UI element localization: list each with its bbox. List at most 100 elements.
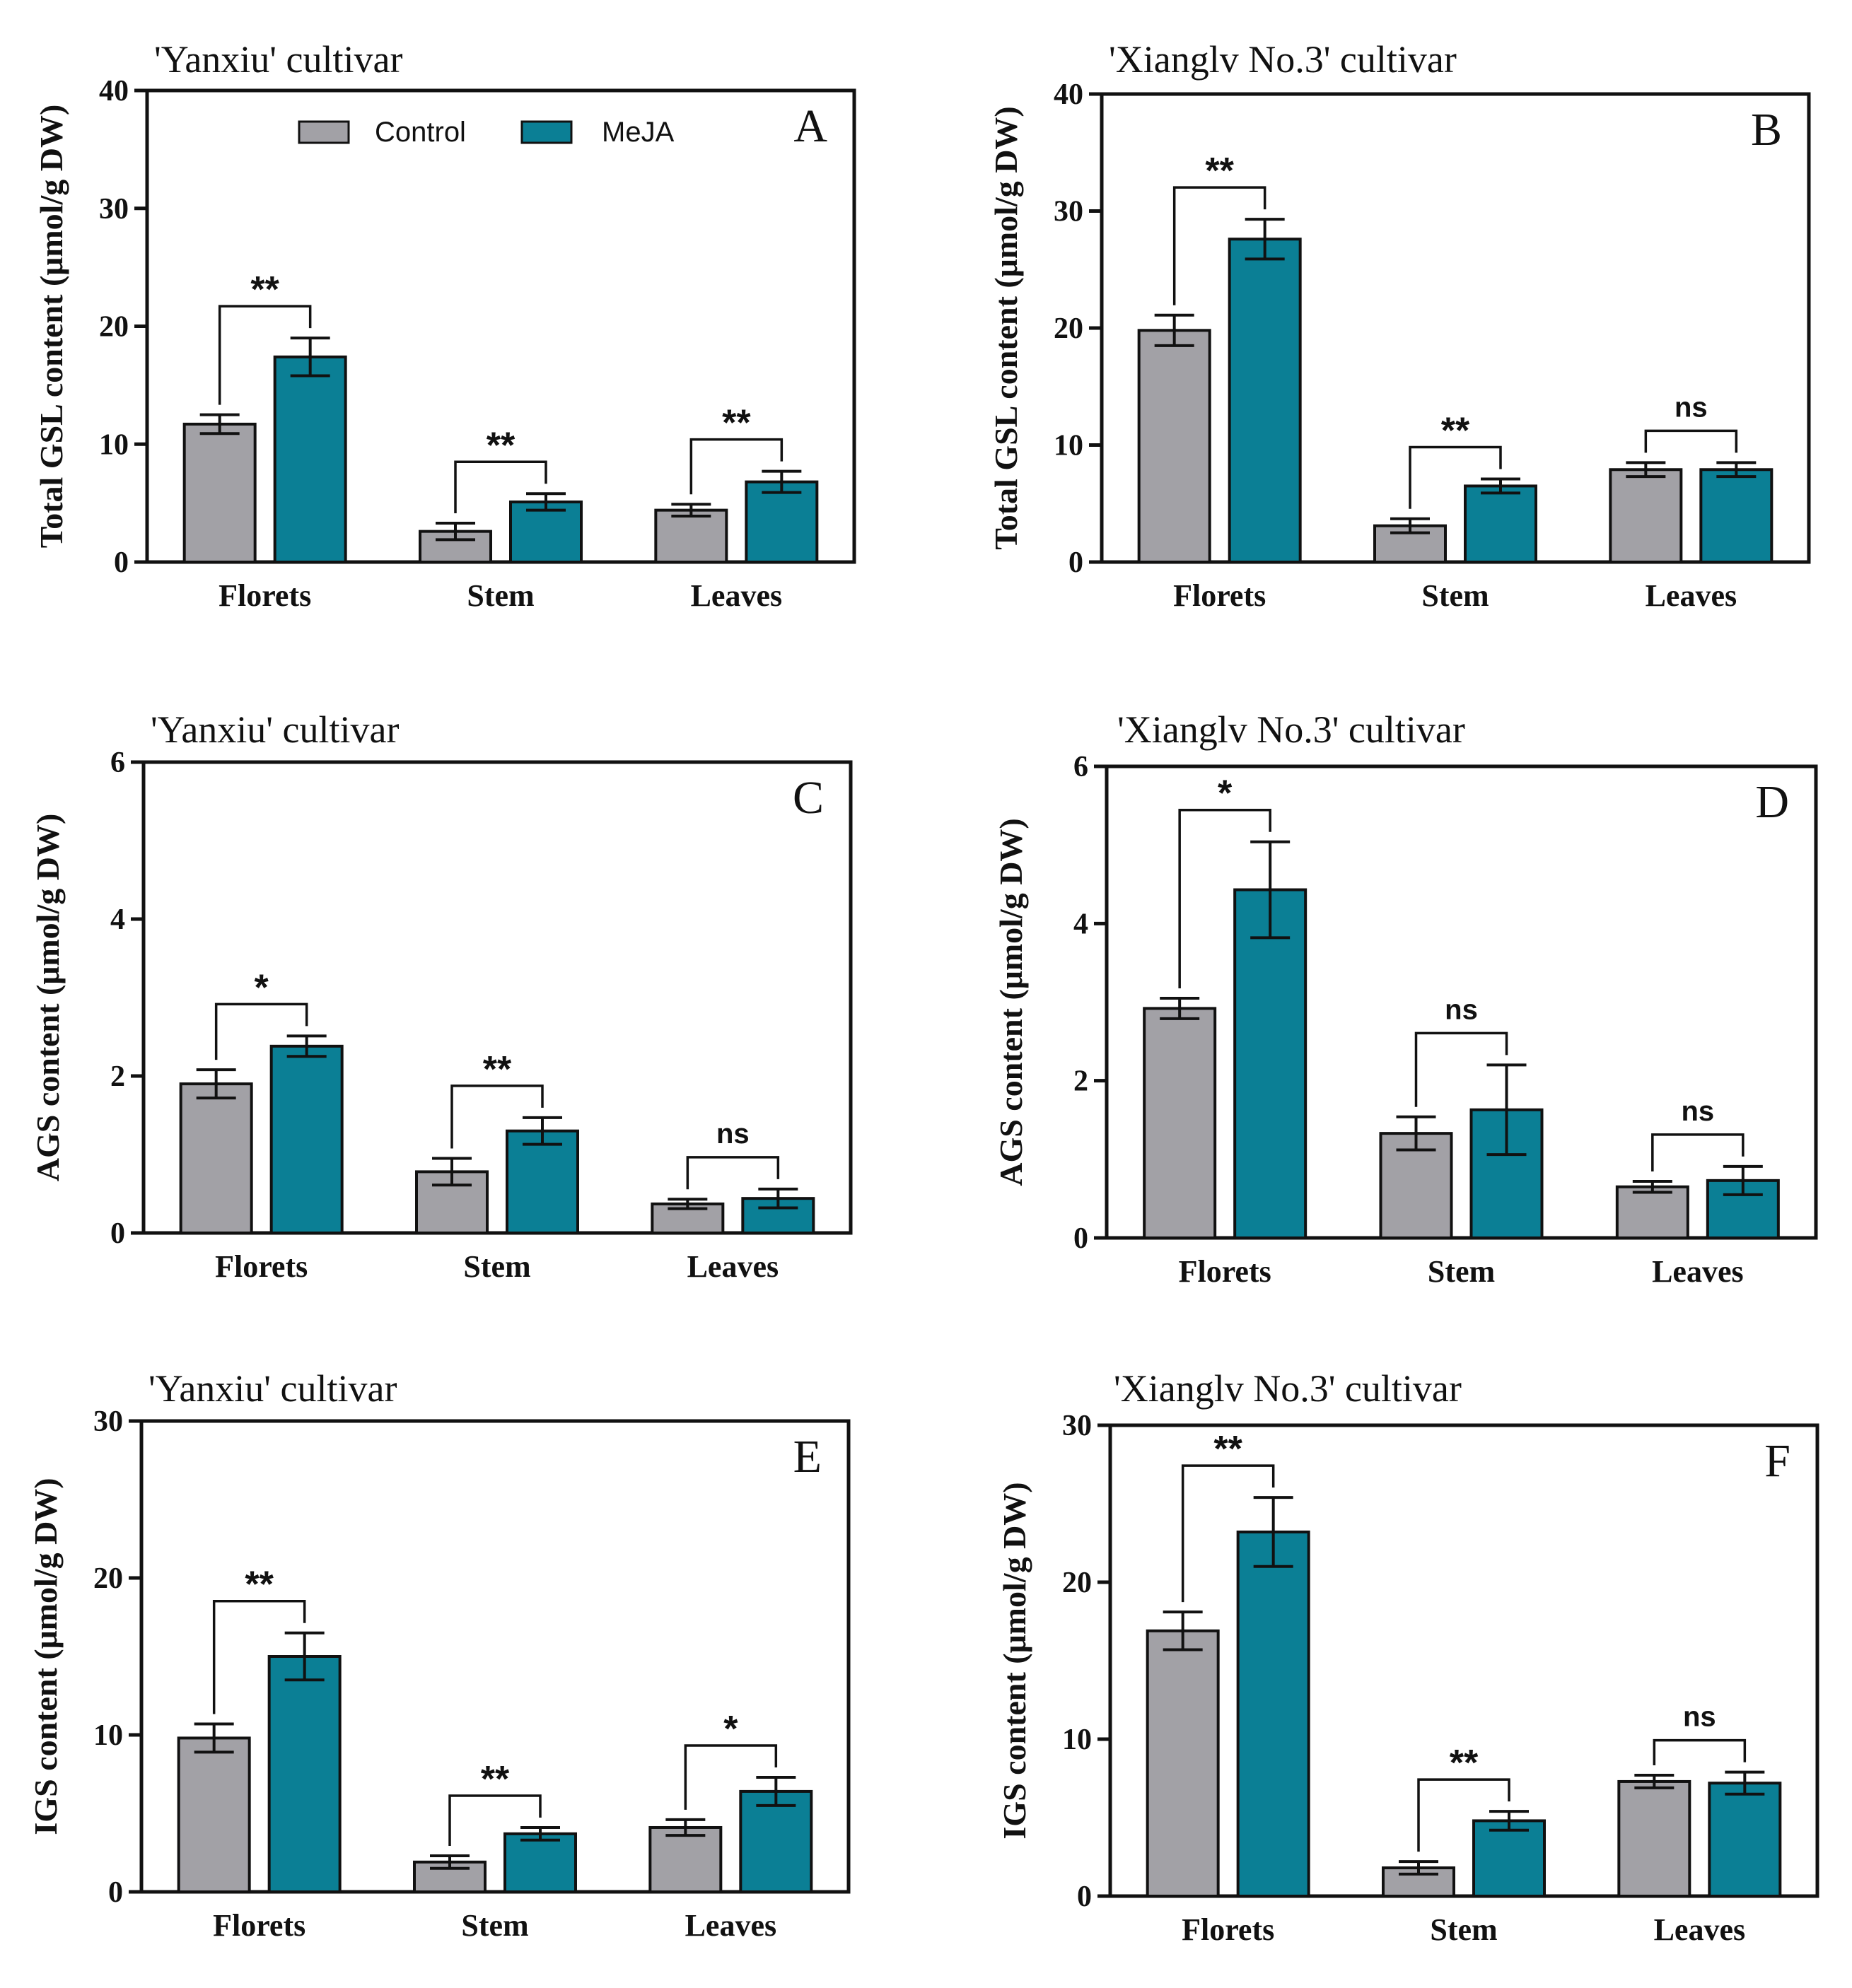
bar-meja-stem xyxy=(1464,484,1537,563)
legend-swatch-control xyxy=(298,120,350,144)
bar-control-leaves xyxy=(648,1825,723,1893)
y-tick-label: 10 xyxy=(1062,1724,1092,1756)
panel-a: 'Yanxiu' cultivar 0 10 20 30 40 Total GSL cont… xyxy=(33,38,856,613)
significance-bracket xyxy=(1172,186,1266,305)
x-tick-label: Florets xyxy=(1179,1254,1271,1289)
y-tick-label: 20 xyxy=(1054,312,1083,345)
panel-letter: A xyxy=(793,100,827,152)
y-tick-label: 30 xyxy=(1054,196,1083,228)
significance-label: ** xyxy=(1213,1429,1242,1470)
significance-label: * xyxy=(723,1709,738,1750)
significance-label: ** xyxy=(487,425,516,466)
bar-meja-leaves xyxy=(1708,1782,1782,1898)
significance-bracket xyxy=(1644,429,1738,453)
significance-label: ns xyxy=(1681,1096,1714,1127)
significance-label: ns xyxy=(1675,392,1708,423)
bar-meja-florets xyxy=(1233,888,1308,1239)
legend-swatch-meja xyxy=(520,120,573,144)
bar-meja-florets xyxy=(1228,238,1302,563)
significance-bracket xyxy=(450,1084,544,1149)
panel-letter: E xyxy=(793,1431,822,1483)
y-axis-label: IGS content (μmol/g DW) xyxy=(996,1482,1032,1839)
x-tick-label: Leaves xyxy=(687,1249,779,1284)
x-tick-label: Stem xyxy=(1421,578,1489,613)
significance-label: ** xyxy=(1205,151,1234,192)
significance-bracket xyxy=(689,438,784,495)
significance-label: ns xyxy=(1683,1702,1716,1733)
bar-control-leaves xyxy=(654,508,728,564)
y-tick-label: 2 xyxy=(110,1060,125,1093)
y-tick-label: 6 xyxy=(1073,751,1088,783)
y-axis-label: AGS content (μmol/g DW) xyxy=(30,814,66,1182)
bar-control-leaves xyxy=(1609,468,1683,563)
bar-control-florets xyxy=(182,422,257,564)
bar-meja-leaves xyxy=(745,480,819,563)
y-axis-label: IGS content (μmol/g DW) xyxy=(28,1478,64,1835)
panel-title: 'Xianglv No.3' cultivar xyxy=(1114,1367,1462,1410)
significance-bracket xyxy=(1414,1031,1508,1107)
panel-letter: B xyxy=(1751,104,1782,156)
significance-bracket xyxy=(454,460,547,513)
bar-meja-stem xyxy=(1472,1819,1546,1898)
x-tick-label: Leaves xyxy=(1646,578,1737,613)
bar-meja-florets xyxy=(273,355,347,563)
y-tick-label: 0 xyxy=(1068,546,1083,579)
panel-title: 'Yanxiu' cultivar xyxy=(154,38,402,81)
panel-d: 'Xianglv No.3' cultivar 0 2 4 6 AGS content (… xyxy=(993,708,1818,1289)
significance-label: * xyxy=(255,967,269,1008)
significance-label: ** xyxy=(481,1759,510,1800)
y-tick-label: 6 xyxy=(110,747,125,779)
y-tick-label: 30 xyxy=(99,193,129,226)
y-tick-label: 0 xyxy=(1077,1881,1092,1913)
x-tick-label: Leaves xyxy=(685,1908,777,1943)
legend: Control MeJA xyxy=(298,117,675,148)
significance-bracket xyxy=(1181,1464,1275,1603)
y-tick-label: 10 xyxy=(1054,430,1083,462)
x-tick-label: Florets xyxy=(219,578,311,613)
y-axis-label: Total GSL content (μmol/g DW) xyxy=(988,106,1024,550)
panel-c: 'Yanxiu' cultivar 0 2 4 6 AGS content (μmol/g… xyxy=(30,708,853,1284)
significance-label: ** xyxy=(483,1049,512,1090)
significance-bracket xyxy=(1651,1133,1745,1171)
significance-bracket xyxy=(448,1794,542,1846)
bar-control-florets xyxy=(177,1736,251,1893)
significance-label: ** xyxy=(245,1565,274,1606)
y-tick-label: 0 xyxy=(110,1217,125,1250)
significance-label: ** xyxy=(1450,1743,1479,1784)
x-tick-label: Stem xyxy=(1430,1912,1497,1947)
significance-bracket xyxy=(1417,1778,1510,1852)
panel-title: 'Yanxiu' cultivar xyxy=(151,708,399,751)
significance-label: ns xyxy=(1445,994,1478,1025)
significance-label: ** xyxy=(250,269,279,310)
x-tick-label: Leaves xyxy=(1652,1254,1744,1289)
significance-bracket xyxy=(218,305,312,405)
y-tick-label: 4 xyxy=(1073,908,1088,940)
x-tick-label: Stem xyxy=(461,1908,528,1943)
panel-f: 'Xianglv No.3' cultivar 0 10 20 30 IGS conten… xyxy=(996,1367,1819,1947)
y-tick-label: 2 xyxy=(1073,1065,1088,1098)
panel-title: 'Xianglv No.3' cultivar xyxy=(1117,708,1465,751)
bar-control-florets xyxy=(179,1082,253,1234)
significance-label: ** xyxy=(1441,410,1470,451)
bar-meja-leaves xyxy=(1699,468,1774,563)
bar-meja-leaves xyxy=(739,1789,813,1893)
bar-control-leaves xyxy=(1615,1185,1689,1240)
x-tick-label: Leaves xyxy=(1654,1912,1746,1947)
plot-frame xyxy=(141,760,853,1235)
y-tick-label: 30 xyxy=(1062,1410,1092,1442)
significance-bracket xyxy=(1653,1738,1747,1766)
significance-label: ** xyxy=(722,403,751,444)
significance-label: ns xyxy=(716,1118,750,1150)
bar-meja-stem xyxy=(506,1129,579,1234)
significance-bracket xyxy=(212,1599,306,1714)
y-tick-label: 10 xyxy=(99,428,129,461)
y-tick-label: 40 xyxy=(1054,78,1083,111)
y-tick-label: 0 xyxy=(108,1876,123,1909)
x-tick-label: Stem xyxy=(467,578,534,613)
significance-bracket xyxy=(684,1744,778,1810)
x-tick-label: Florets xyxy=(213,1908,305,1943)
panel-title: 'Xianglv No.3' cultivar xyxy=(1109,38,1457,81)
panel-title: 'Yanxiu' cultivar xyxy=(148,1367,397,1410)
significance-label: * xyxy=(1218,773,1233,814)
bar-meja-stem xyxy=(503,1832,577,1894)
